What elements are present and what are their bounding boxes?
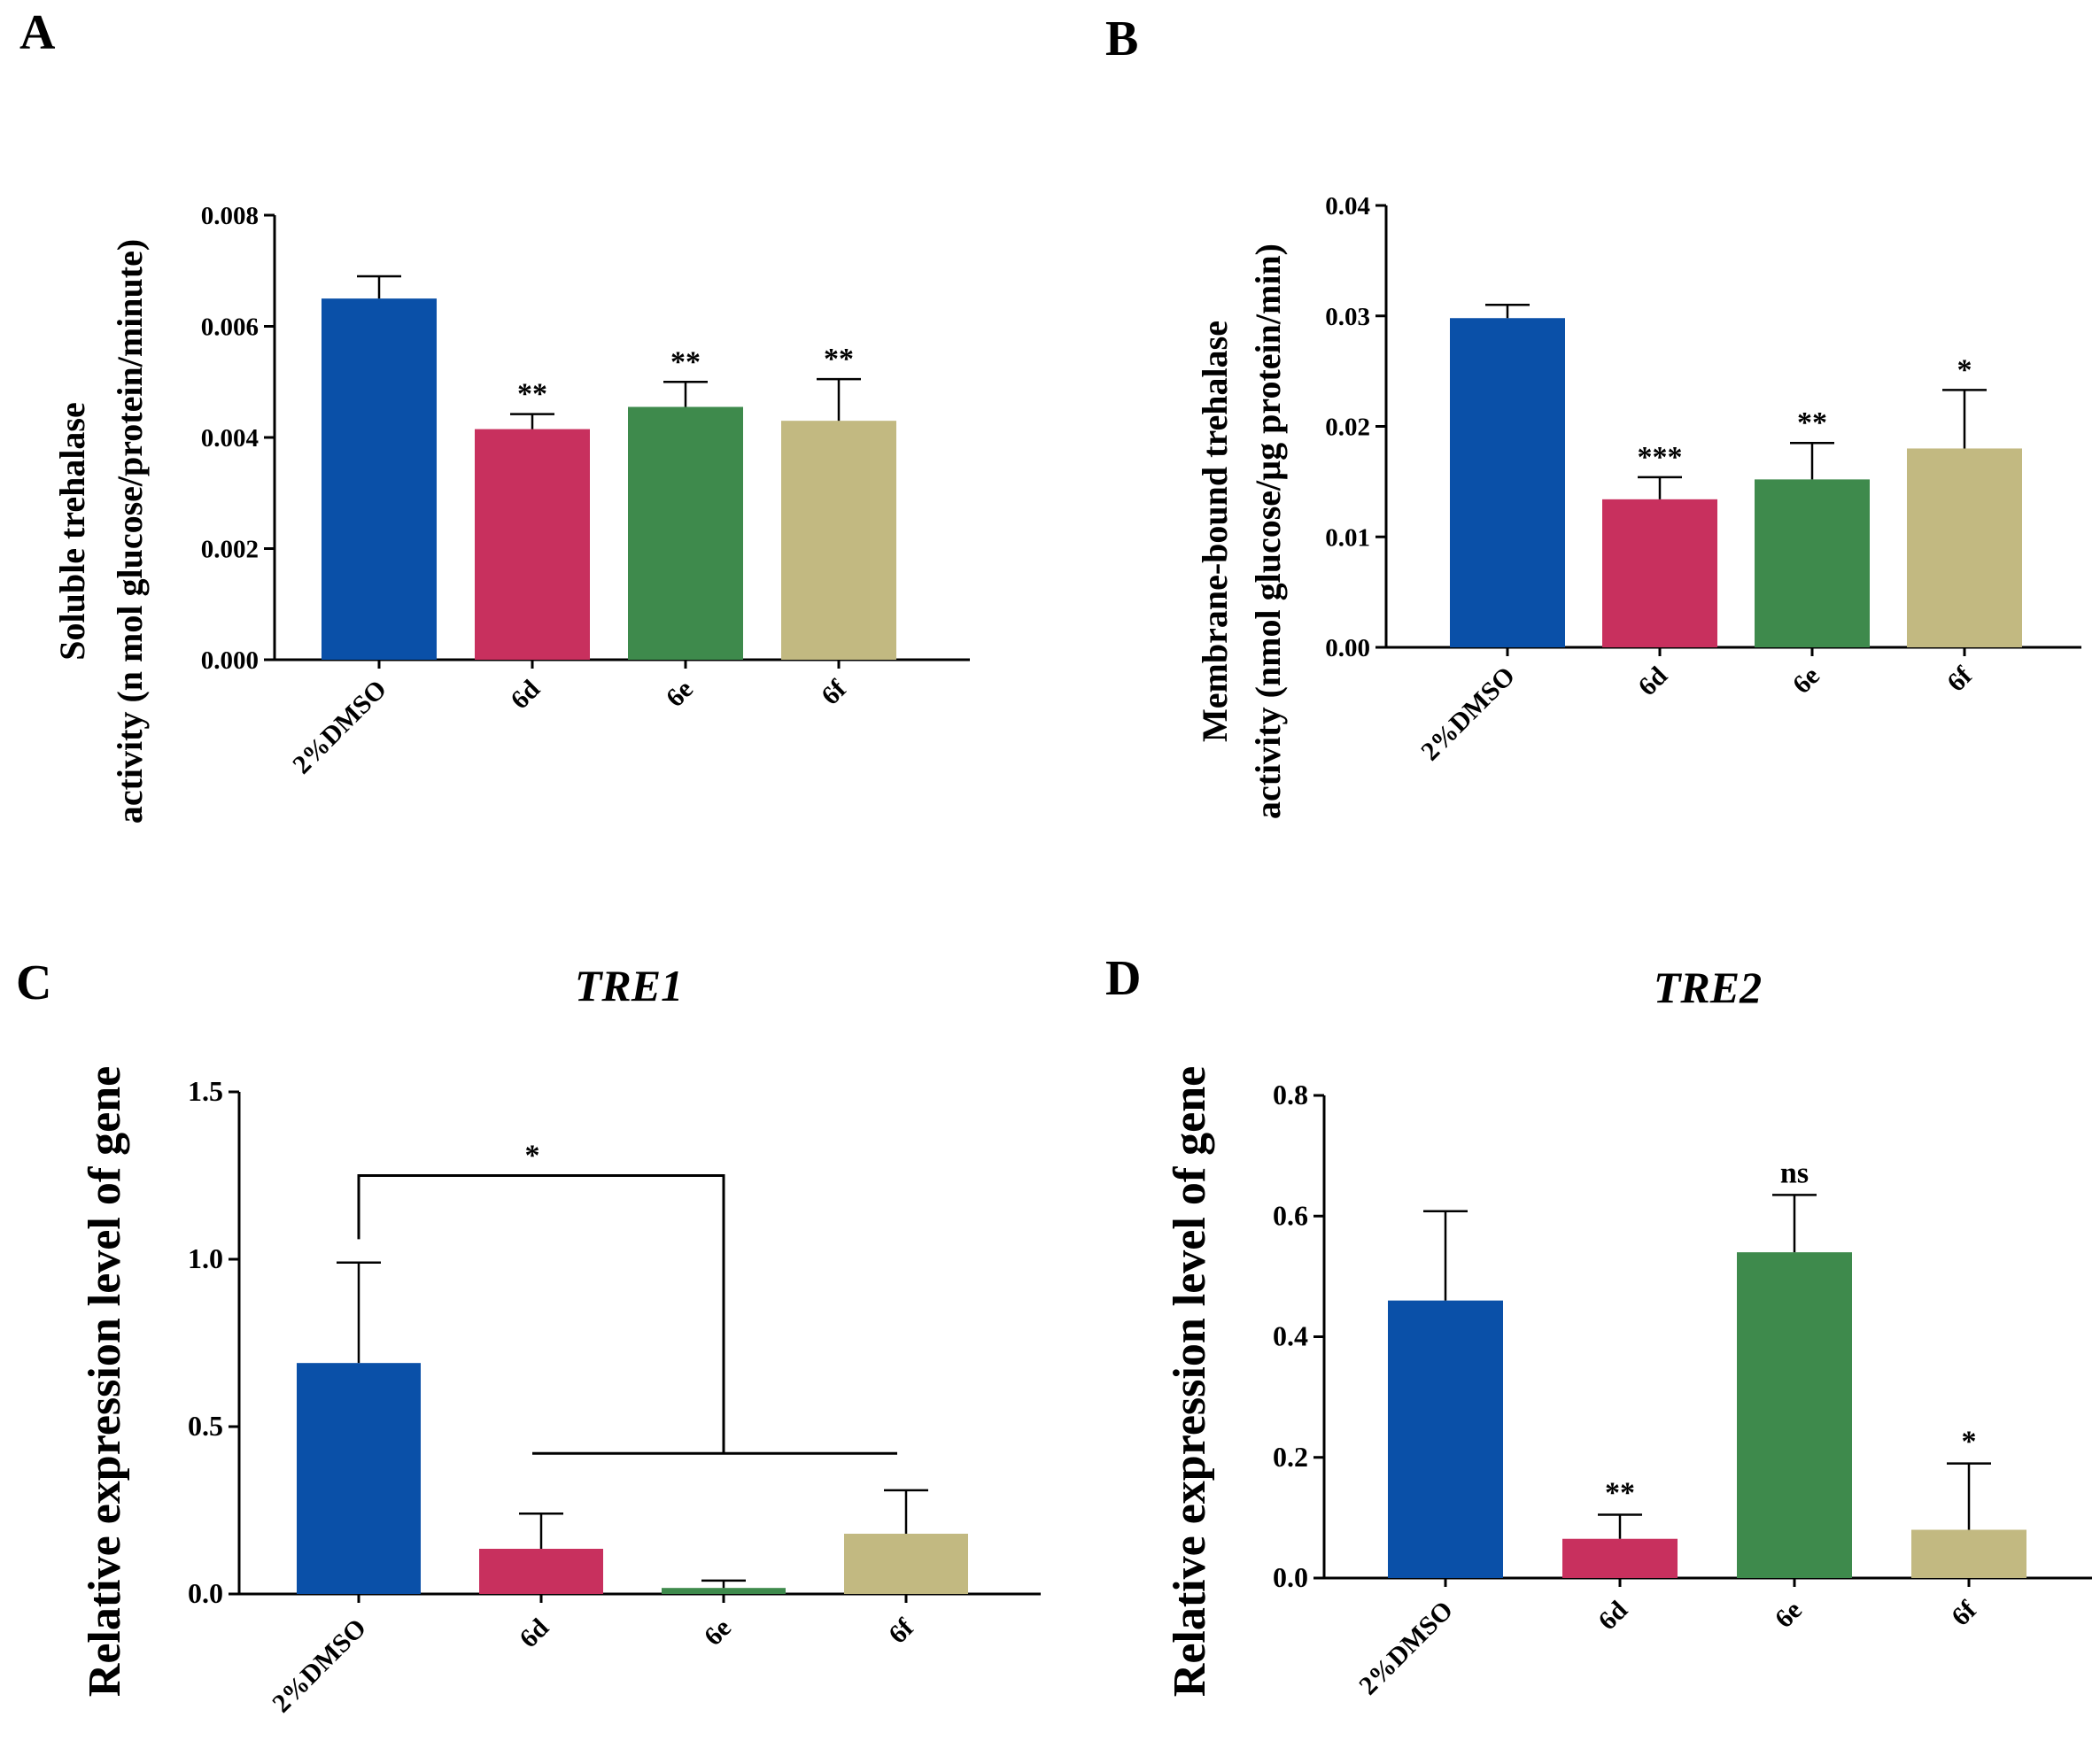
y-tick-label: 0.0 xyxy=(188,1577,223,1609)
bar xyxy=(1602,499,1717,647)
y-axis-label: activity (nmol glucose/µg protein/min) xyxy=(1248,244,1288,819)
bar xyxy=(662,1588,786,1594)
bar xyxy=(844,1533,968,1594)
significance-label: ** xyxy=(670,345,701,378)
x-tick-label: 6d xyxy=(514,1613,554,1653)
significance-label: * xyxy=(1962,1426,1977,1458)
y-axis-label: Membrane-bound trehalase xyxy=(1195,321,1235,742)
panel-letter: D xyxy=(1105,951,1141,1006)
panel-letter: A xyxy=(19,5,56,60)
bar xyxy=(479,1548,603,1594)
x-tick-label: 6d xyxy=(1632,661,1673,701)
x-tick-label: 6e xyxy=(1770,1596,1808,1634)
x-tick-label: 6e xyxy=(1787,662,1825,700)
x-tick-label: 6d xyxy=(1592,1595,1633,1636)
x-tick-label: 2%DMSO xyxy=(1353,1596,1459,1701)
x-tick-label: 2%DMSO xyxy=(267,1613,372,1719)
y-tick-label: 0.04 xyxy=(1325,192,1370,220)
significance-label: * xyxy=(525,1140,540,1172)
bar xyxy=(1737,1252,1852,1578)
x-tick-label: 6f xyxy=(816,674,853,711)
bar xyxy=(628,406,743,660)
y-tick-label: 0.006 xyxy=(201,313,259,342)
y-tick-label: 0.03 xyxy=(1325,303,1370,331)
x-tick-label: 2%DMSO xyxy=(287,675,392,780)
bar xyxy=(322,298,437,660)
bar xyxy=(475,429,590,660)
chart-title: TRE1 xyxy=(575,961,683,1010)
significance-label: * xyxy=(1957,353,1972,386)
y-tick-label: 1.5 xyxy=(188,1075,223,1107)
y-tick-label: 0.004 xyxy=(201,424,259,453)
significance-label: ** xyxy=(824,343,854,375)
y-tick-label: 0.8 xyxy=(1273,1079,1308,1110)
bar xyxy=(1911,1529,2026,1578)
x-tick-label: 6f xyxy=(1941,661,1979,698)
y-tick-label: 0.6 xyxy=(1273,1199,1308,1231)
significance-bracket xyxy=(357,1174,725,1454)
bar xyxy=(1907,448,2022,647)
y-tick-label: 0.5 xyxy=(188,1410,223,1442)
chart-panel-b: B Membrane-bound trehalase activity (nmol … xyxy=(1105,12,2081,819)
y-tick-label: 1.0 xyxy=(188,1242,223,1274)
x-tick-label: 6e xyxy=(699,1613,737,1652)
chart-panel-d: D TRE2 Relative expression level of gene 0.… xyxy=(1105,951,2092,1700)
y-axis-label: activity (n mol glucose/protein/minute) xyxy=(110,239,150,824)
significance-label: ** xyxy=(517,378,547,411)
significance-label: ** xyxy=(1797,406,1827,439)
panel-letter: B xyxy=(1105,12,1138,66)
x-tick-label: 6f xyxy=(1946,1595,1983,1632)
bar xyxy=(1388,1300,1503,1578)
y-tick-label: 0.000 xyxy=(201,646,259,675)
chart-title: TRE2 xyxy=(1654,963,1762,1012)
y-axis-label: Relative expression level of gene xyxy=(80,1066,130,1697)
y-tick-label: 0.00 xyxy=(1325,634,1370,662)
x-tick-label: 6d xyxy=(505,674,546,715)
chart-panel-a: A Soluble trehalase activity (n mol glucos… xyxy=(19,5,970,824)
y-axis-label: Soluble trehalase xyxy=(52,402,92,661)
bar xyxy=(1450,318,1565,647)
y-tick-label: 0.002 xyxy=(201,536,259,564)
x-tick-label: 6e xyxy=(661,675,699,713)
x-tick-label: 6f xyxy=(883,1613,920,1650)
bar xyxy=(1755,479,1870,647)
significance-label: *** xyxy=(1638,441,1683,474)
bar xyxy=(781,421,896,660)
y-tick-label: 0.008 xyxy=(201,202,259,230)
bar xyxy=(1562,1538,1678,1578)
chart-panel-c: C TRE1 Relative expression level of gene 0.… xyxy=(16,956,1041,1718)
bar xyxy=(297,1363,421,1594)
x-tick-label: 2%DMSO xyxy=(1415,662,1521,767)
y-tick-label: 0.2 xyxy=(1273,1441,1308,1473)
y-tick-label: 0.4 xyxy=(1273,1320,1308,1352)
y-axis-label: Relative expression level of gene xyxy=(1165,1066,1215,1697)
panel-letter: C xyxy=(16,956,51,1010)
y-tick-label: 0.02 xyxy=(1325,414,1370,442)
significance-label: ns xyxy=(1780,1157,1809,1189)
y-tick-label: 0.01 xyxy=(1325,523,1370,552)
significance-label: ** xyxy=(1605,1476,1635,1509)
y-tick-label: 0.0 xyxy=(1273,1561,1308,1593)
